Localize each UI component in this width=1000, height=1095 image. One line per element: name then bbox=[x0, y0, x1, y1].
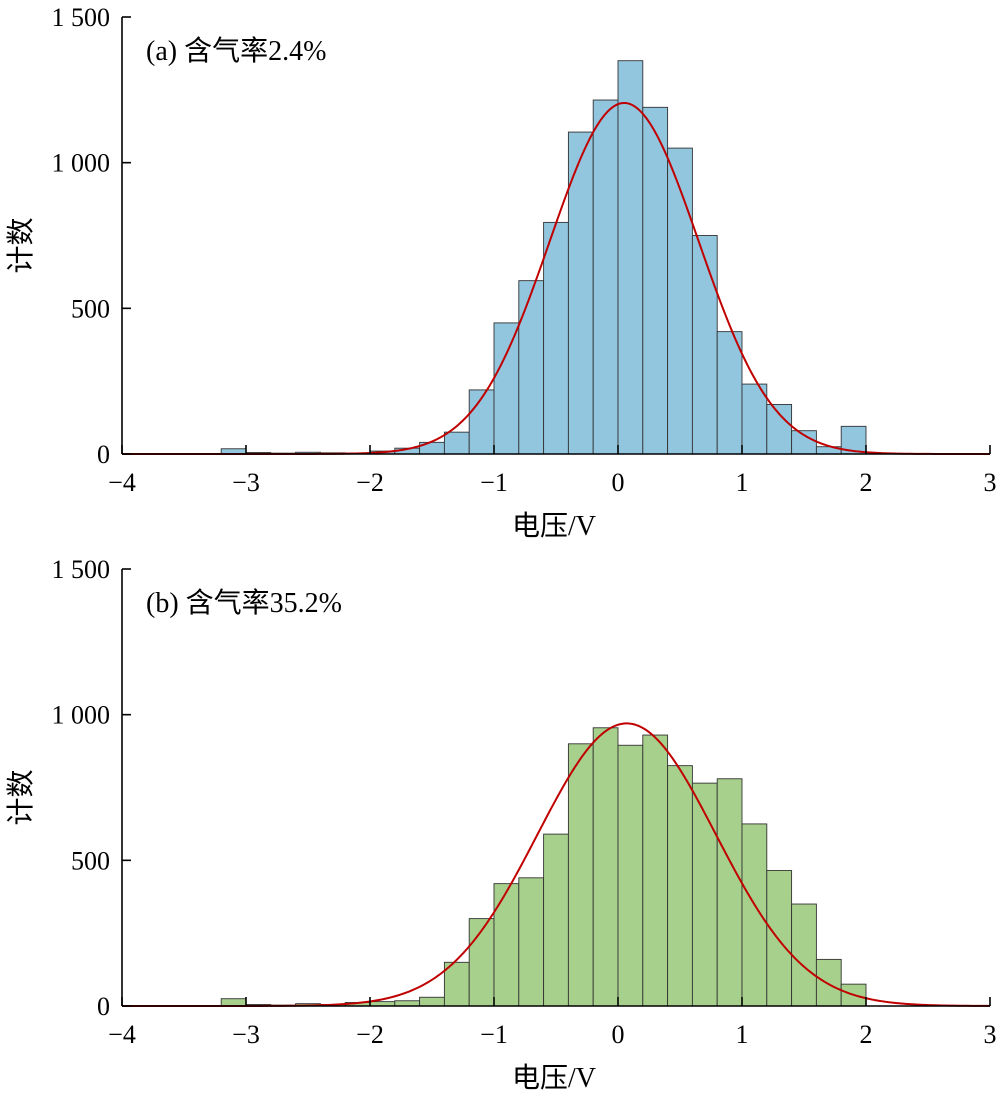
histogram-bar bbox=[468, 918, 495, 1007]
x-axis-title: 电压/V bbox=[512, 510, 596, 542]
x-tick-label: 2 bbox=[860, 1020, 873, 1049]
histogram-bar bbox=[667, 765, 693, 1007]
histogram-bar bbox=[543, 833, 569, 1007]
histogram-bar bbox=[815, 958, 842, 1007]
x-axis-title: 电压/V bbox=[512, 1062, 596, 1094]
x-tick-label: 3 bbox=[984, 1020, 997, 1049]
histogram-bar bbox=[592, 99, 619, 455]
panel-label: (b) 含气率35.2% bbox=[146, 587, 342, 619]
x-tick-label: −4 bbox=[108, 468, 136, 497]
histogram-bar bbox=[667, 147, 693, 455]
y-tick-label: 1 500 bbox=[52, 3, 111, 32]
histogram-bar bbox=[518, 280, 545, 455]
histogram-bar bbox=[543, 221, 569, 455]
histogram-bar bbox=[419, 996, 445, 1007]
chart-panel-b: −4 −3 −2 −1 0 1 2 3 0 500 1 000 1 500 电压/V 计数 (b) 含气率3… bbox=[5, 555, 997, 1094]
histogram-bar bbox=[691, 782, 718, 1007]
histogram-bar bbox=[592, 727, 619, 1007]
y-tick-label: 0 bbox=[97, 440, 110, 469]
histogram-bar bbox=[220, 998, 247, 1007]
y-tick-label: 500 bbox=[71, 846, 110, 875]
x-tick-label: −1 bbox=[480, 1020, 508, 1049]
y-tick-label: 500 bbox=[71, 294, 110, 323]
histogram-bar bbox=[493, 322, 520, 455]
histogram-bar bbox=[443, 961, 470, 1007]
x-tick-label: 1 bbox=[736, 468, 749, 497]
histogram-bar bbox=[691, 235, 718, 455]
histogram-bar bbox=[518, 877, 545, 1007]
x-tick-label: −1 bbox=[480, 468, 508, 497]
histogram-bar bbox=[617, 60, 644, 455]
chart-panel-a: −4 −3 −2 −1 0 1 2 3 0 500 1 000 1 500 电压/V 计数 (a) 含气率2… bbox=[5, 3, 997, 542]
x-tick-label: −3 bbox=[232, 1020, 260, 1049]
y-axis-title: 计数 bbox=[5, 217, 37, 273]
histogram-bar bbox=[766, 404, 793, 455]
histogram-bar bbox=[493, 883, 520, 1007]
histogram-bar bbox=[791, 903, 817, 1007]
y-tick-label: 1 500 bbox=[52, 555, 111, 584]
histogram-bar bbox=[741, 383, 768, 455]
y-tick-label: 0 bbox=[97, 992, 110, 1021]
histogram-bar bbox=[716, 778, 743, 1007]
x-tick-label: 0 bbox=[612, 1020, 625, 1049]
histogram-bar bbox=[766, 870, 793, 1007]
x-tick-label: −4 bbox=[108, 1020, 136, 1049]
x-tick-label: 1 bbox=[736, 1020, 749, 1049]
histogram-bar bbox=[642, 734, 669, 1007]
histogram-bar bbox=[741, 823, 768, 1007]
x-tick-label: −2 bbox=[356, 468, 384, 497]
x-tick-label: 0 bbox=[612, 468, 625, 497]
x-tick-label: −3 bbox=[232, 468, 260, 497]
x-tick-label: 2 bbox=[860, 468, 873, 497]
histogram-bar bbox=[642, 106, 669, 455]
histogram-bar bbox=[716, 331, 743, 455]
y-axis-title: 计数 bbox=[5, 769, 37, 825]
x-tick-label: 3 bbox=[984, 468, 997, 497]
histogram-bar bbox=[443, 431, 470, 455]
histogram-bar bbox=[617, 744, 644, 1007]
y-tick-label: 1 000 bbox=[52, 149, 111, 178]
x-tick-label: −2 bbox=[356, 1020, 384, 1049]
histogram-bar bbox=[468, 389, 495, 455]
panel-label: (a) 含气率2.4% bbox=[146, 35, 326, 67]
histogram-bar bbox=[567, 743, 594, 1007]
y-tick-label: 1 000 bbox=[52, 701, 111, 730]
